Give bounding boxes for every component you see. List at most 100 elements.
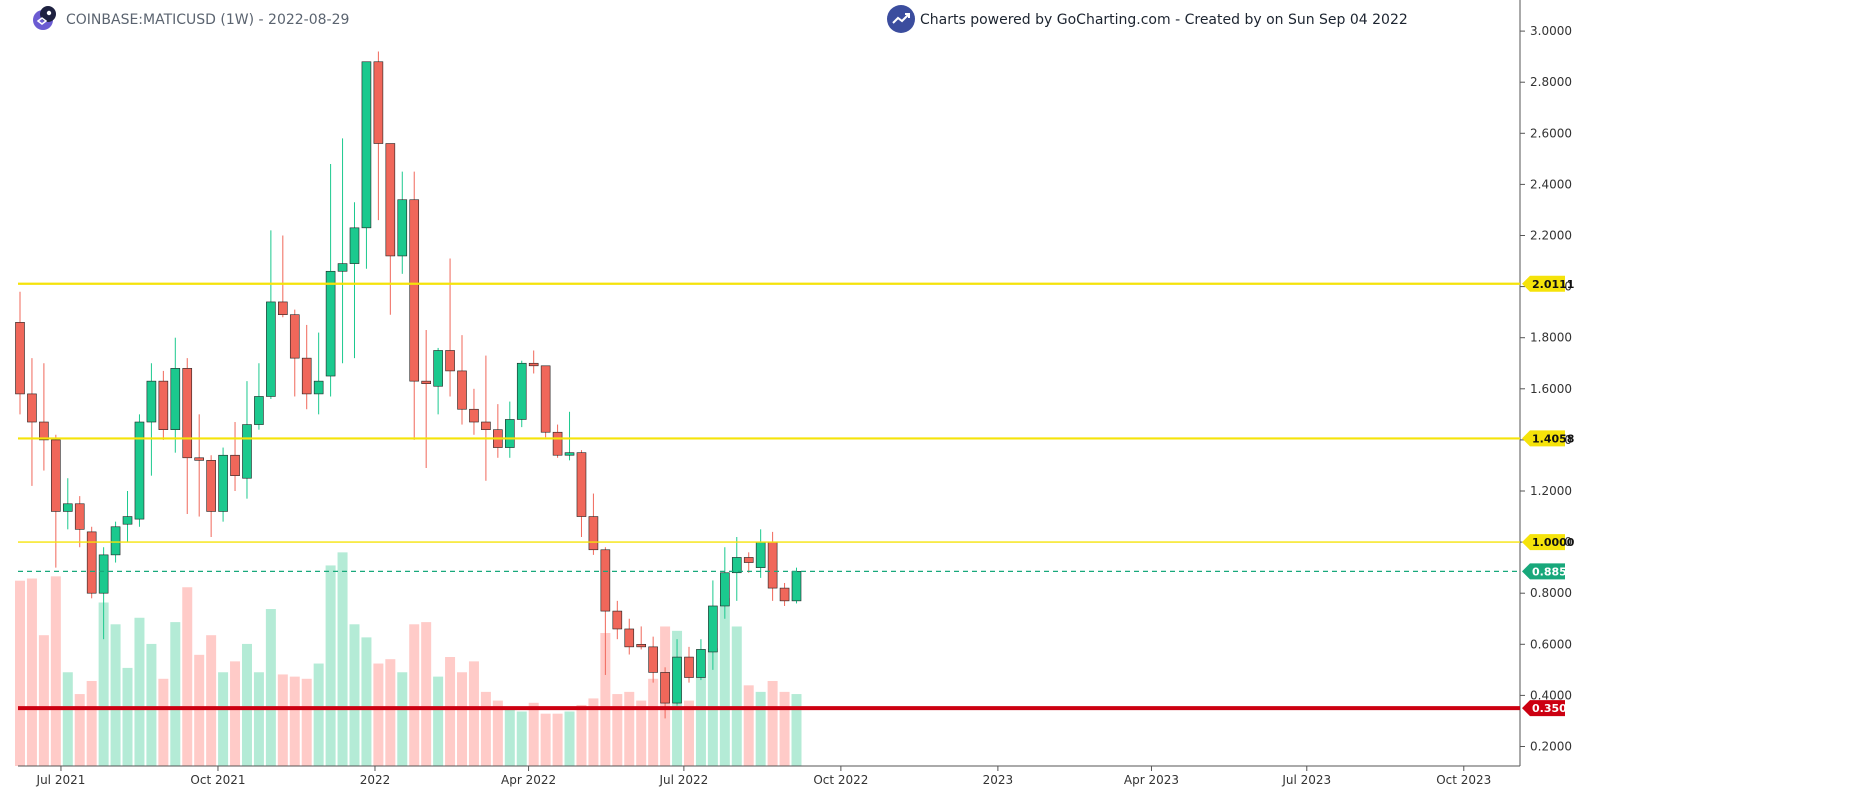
- candle-body[interactable]: [337, 263, 348, 272]
- volume-bar: [313, 663, 324, 766]
- candle-body[interactable]: [278, 301, 288, 316]
- candle-body[interactable]: [624, 628, 635, 648]
- candle-body[interactable]: [648, 646, 658, 673]
- candle-body[interactable]: [254, 396, 264, 425]
- candle-body[interactable]: [672, 656, 682, 704]
- x-tick-label: 2023: [983, 773, 1014, 787]
- candle-body[interactable]: [504, 419, 515, 448]
- candle-body[interactable]: [194, 457, 204, 461]
- candle-body[interactable]: [170, 368, 181, 430]
- candle-body[interactable]: [313, 380, 324, 395]
- candle-body[interactable]: [62, 503, 73, 512]
- x-tick-label: Oct 2022: [813, 773, 868, 787]
- last-price-label: 0.8855: [1532, 565, 1574, 578]
- candle-body[interactable]: [242, 424, 252, 479]
- candle-body[interactable]: [15, 322, 25, 395]
- level-price-label: 2.0111: [1532, 278, 1574, 291]
- candle-body[interactable]: [779, 587, 790, 602]
- level-price-label: 0.3500: [1532, 702, 1575, 715]
- credit-text: Charts powered by GoCharting.com - Creat…: [920, 12, 1408, 28]
- candle-body[interactable]: [421, 380, 431, 384]
- volume-bar: [265, 609, 276, 766]
- candle-body[interactable]: [767, 541, 778, 589]
- candle-body[interactable]: [218, 454, 228, 512]
- candle-body[interactable]: [373, 61, 384, 144]
- candle-body[interactable]: [540, 365, 551, 433]
- candle-body[interactable]: [74, 503, 85, 530]
- candle-body[interactable]: [98, 554, 109, 594]
- candle-body[interactable]: [39, 421, 49, 441]
- candle-body[interactable]: [552, 431, 563, 456]
- volume-bar: [62, 672, 73, 766]
- candle-body[interactable]: [481, 421, 491, 430]
- volume-bar: [218, 672, 229, 766]
- volume-bar: [648, 678, 659, 766]
- candle-body[interactable]: [158, 380, 169, 430]
- candle-body[interactable]: [457, 370, 467, 410]
- y-tick-label: 2.8000: [1530, 75, 1572, 89]
- candle-body[interactable]: [600, 549, 611, 612]
- y-tick-label: 3.0000: [1530, 24, 1572, 38]
- candle-body[interactable]: [743, 557, 754, 563]
- candle-body[interactable]: [588, 516, 599, 551]
- candle-body[interactable]: [361, 61, 372, 229]
- candle-body[interactable]: [289, 314, 300, 359]
- candle-body[interactable]: [409, 199, 420, 382]
- volume-bar: [122, 667, 133, 766]
- candle-body[interactable]: [731, 557, 742, 574]
- level-price-label: 1.4058: [1532, 432, 1574, 445]
- volume-bar: [373, 663, 384, 766]
- volume-bar: [755, 691, 766, 766]
- candle-body[interactable]: [696, 649, 706, 678]
- candle-body[interactable]: [266, 301, 276, 397]
- candle-body[interactable]: [433, 350, 443, 387]
- candle-body[interactable]: [385, 143, 396, 257]
- candle-body[interactable]: [755, 541, 766, 568]
- volume-bar: [540, 713, 551, 766]
- level-price-label: 1.0000: [1532, 536, 1575, 549]
- candle-body[interactable]: [564, 452, 575, 456]
- candle-body[interactable]: [684, 656, 694, 678]
- candle-body[interactable]: [27, 393, 37, 423]
- candle-body[interactable]: [791, 571, 802, 602]
- candle-body[interactable]: [349, 227, 360, 264]
- candle-body[interactable]: [720, 572, 730, 607]
- candle-body[interactable]: [636, 643, 647, 648]
- volume-bar: [74, 694, 85, 766]
- candle-body[interactable]: [528, 362, 539, 367]
- volume-bar: [552, 713, 563, 766]
- candle-body[interactable]: [122, 516, 133, 525]
- candle-body[interactable]: [612, 610, 623, 630]
- volume-bar: [86, 680, 97, 766]
- candle-body[interactable]: [469, 408, 479, 423]
- volume-bar: [325, 565, 336, 766]
- volume-bar: [719, 598, 730, 766]
- candle-body[interactable]: [110, 526, 121, 556]
- candle-body[interactable]: [325, 270, 336, 377]
- candle-body[interactable]: [182, 368, 193, 459]
- candle-body[interactable]: [660, 672, 670, 704]
- candle-body[interactable]: [516, 362, 527, 420]
- candle-body[interactable]: [86, 531, 97, 594]
- candle-body[interactable]: [134, 421, 145, 520]
- volume-bar: [779, 691, 790, 766]
- candle-body[interactable]: [146, 380, 157, 423]
- last-price-tag: [1522, 563, 1565, 580]
- volume-bar: [289, 676, 300, 766]
- volume-bar: [361, 637, 372, 766]
- volume-bar: [516, 711, 527, 766]
- candle-body[interactable]: [301, 357, 312, 395]
- candle-body[interactable]: [51, 439, 61, 512]
- candle-body[interactable]: [445, 350, 455, 372]
- candle-body[interactable]: [397, 199, 408, 257]
- candle-body[interactable]: [708, 605, 718, 653]
- volume-bar: [468, 661, 479, 766]
- volume-bar: [409, 624, 420, 766]
- volume-bar: [15, 580, 25, 766]
- candle-body[interactable]: [230, 454, 240, 476]
- volume-bar: [301, 678, 312, 766]
- volume-bar: [612, 694, 623, 766]
- candle-body[interactable]: [576, 452, 587, 517]
- candle-body[interactable]: [206, 460, 216, 512]
